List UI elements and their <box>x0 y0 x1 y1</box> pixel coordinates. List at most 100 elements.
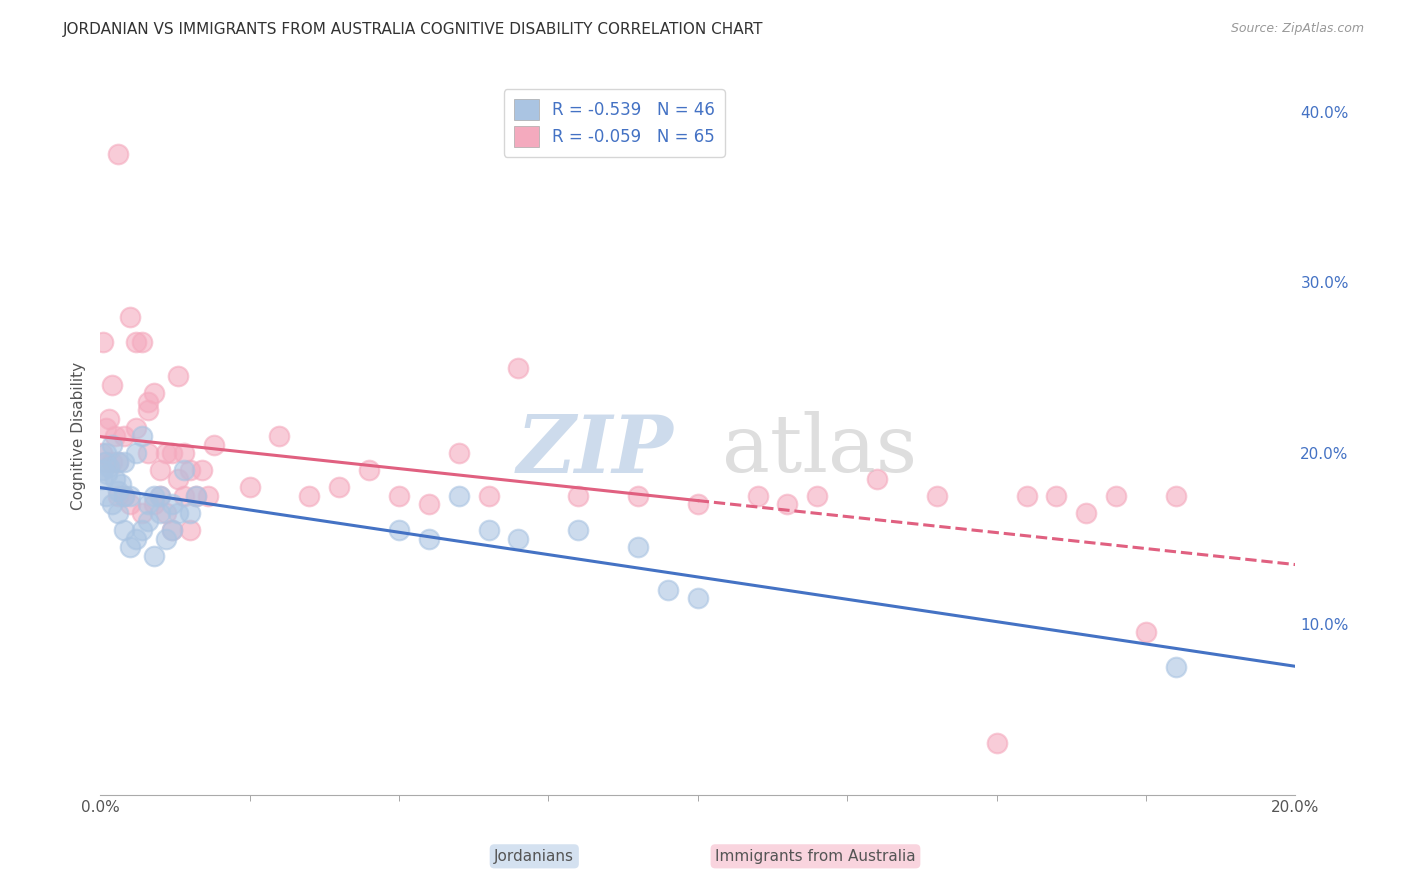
Point <box>112 489 135 503</box>
Point <box>508 532 530 546</box>
Point <box>238 480 260 494</box>
Point <box>184 489 207 503</box>
Point <box>125 532 148 546</box>
Point <box>166 369 188 384</box>
Point <box>478 523 501 537</box>
Point <box>90 472 112 486</box>
Point <box>136 403 159 417</box>
Point <box>190 463 212 477</box>
Point <box>101 455 124 469</box>
Point <box>131 506 153 520</box>
Point <box>1015 489 1038 503</box>
Point <box>107 483 129 498</box>
Point <box>160 523 183 537</box>
Point <box>1164 659 1187 673</box>
Point <box>508 360 530 375</box>
Point <box>179 506 201 520</box>
Point <box>112 489 135 503</box>
Point <box>166 506 188 520</box>
Point <box>388 489 411 503</box>
Text: Jordanians: Jordanians <box>495 849 574 863</box>
Point <box>184 489 207 503</box>
Point <box>101 437 124 451</box>
Point <box>627 540 650 554</box>
Point <box>131 429 153 443</box>
Point <box>136 497 159 511</box>
Point <box>447 446 470 460</box>
Point <box>179 523 201 537</box>
Point <box>1164 489 1187 503</box>
Point <box>567 489 589 503</box>
Point <box>98 459 121 474</box>
Point <box>142 489 165 503</box>
Point <box>125 446 148 460</box>
Point <box>160 497 183 511</box>
Point <box>202 437 225 451</box>
Point <box>94 455 117 469</box>
Point <box>107 455 129 469</box>
Point <box>173 489 195 503</box>
Point <box>94 446 117 460</box>
Point <box>686 591 709 606</box>
Text: Immigrants from Australia: Immigrants from Australia <box>716 849 915 863</box>
Point <box>160 523 183 537</box>
Point <box>125 335 148 350</box>
Point <box>112 429 135 443</box>
Point <box>866 472 889 486</box>
Point <box>94 420 117 434</box>
Point <box>155 506 177 520</box>
Point <box>388 523 411 537</box>
Point <box>776 497 799 511</box>
Point <box>91 463 114 477</box>
Point <box>104 472 127 486</box>
Point <box>131 523 153 537</box>
Point <box>173 446 195 460</box>
Point <box>142 386 165 401</box>
Point <box>1045 489 1067 503</box>
Point <box>107 489 129 503</box>
Point <box>142 497 165 511</box>
Text: JORDANIAN VS IMMIGRANTS FROM AUSTRALIA COGNITIVE DISABILITY CORRELATION CHART: JORDANIAN VS IMMIGRANTS FROM AUSTRALIA C… <box>63 22 763 37</box>
Point <box>110 476 132 491</box>
Point <box>107 147 129 161</box>
Point <box>173 463 195 477</box>
Point <box>94 489 117 503</box>
Y-axis label: Cognitive Disability: Cognitive Disability <box>72 362 86 510</box>
Point <box>112 455 135 469</box>
Point <box>94 455 117 469</box>
Point <box>179 463 201 477</box>
Point <box>1135 625 1157 640</box>
Point <box>118 540 141 554</box>
Point <box>125 420 148 434</box>
Point <box>91 335 114 350</box>
Text: atlas: atlas <box>721 411 917 490</box>
Text: Source: ZipAtlas.com: Source: ZipAtlas.com <box>1230 22 1364 36</box>
Point <box>1105 489 1128 503</box>
Point <box>98 412 121 426</box>
Point <box>149 506 172 520</box>
Text: ZIP: ZIP <box>517 412 673 489</box>
Point <box>131 335 153 350</box>
Point <box>328 480 350 494</box>
Point <box>1076 506 1098 520</box>
Point <box>160 446 183 460</box>
Point <box>136 446 159 460</box>
Point <box>101 497 124 511</box>
Point <box>627 489 650 503</box>
Point <box>197 489 219 503</box>
Point <box>269 429 291 443</box>
Point <box>118 489 141 503</box>
Point <box>96 467 118 481</box>
Point <box>104 429 127 443</box>
Point <box>298 489 321 503</box>
Point <box>155 446 177 460</box>
Point <box>107 455 129 469</box>
Point <box>142 549 165 563</box>
Point <box>118 310 141 324</box>
Point <box>447 489 470 503</box>
Point <box>747 489 769 503</box>
Point <box>986 736 1008 750</box>
Point <box>478 489 501 503</box>
Point <box>112 523 135 537</box>
Point <box>118 497 141 511</box>
